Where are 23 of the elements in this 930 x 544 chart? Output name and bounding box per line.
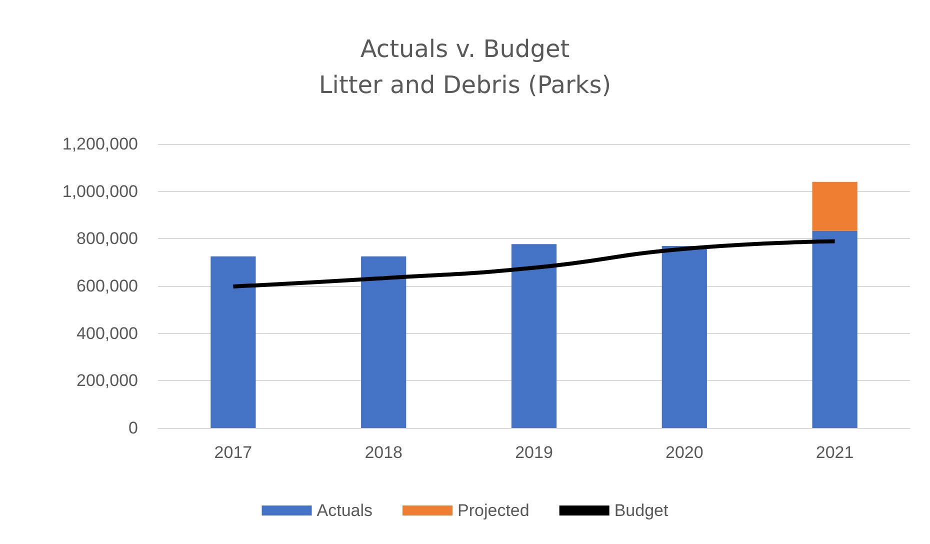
chart-title: Actuals v. Budget Litter and Debris (Parks) <box>318 35 612 99</box>
legend-label: Budget <box>614 501 668 520</box>
y-tick-label: 0 <box>128 418 138 438</box>
y-tick-label: 200,000 <box>76 371 138 390</box>
legend-label: Actuals <box>316 501 373 520</box>
x-tick-label: 2021 <box>816 443 854 462</box>
bar <box>812 230 858 428</box>
y-tick-label: 1,000,000 <box>62 182 138 201</box>
bar <box>662 246 707 428</box>
bar <box>361 256 406 428</box>
y-tick-label: 1,200,000 <box>62 134 138 154</box>
legend-label: Projected <box>458 501 530 520</box>
y-tick-label: 800,000 <box>76 229 138 248</box>
x-tick-label: 2018 <box>364 443 403 462</box>
y-tick-label: 400,000 <box>76 324 138 343</box>
bar <box>210 256 256 428</box>
x-tick-label: 2019 <box>515 443 553 462</box>
line-series <box>231 239 837 288</box>
x-tick-label: 2017 <box>214 443 252 462</box>
x-tick-label: 2020 <box>665 443 704 462</box>
bar <box>812 182 858 231</box>
bar <box>511 244 557 428</box>
y-tick-label: 600,000 <box>76 276 138 296</box>
